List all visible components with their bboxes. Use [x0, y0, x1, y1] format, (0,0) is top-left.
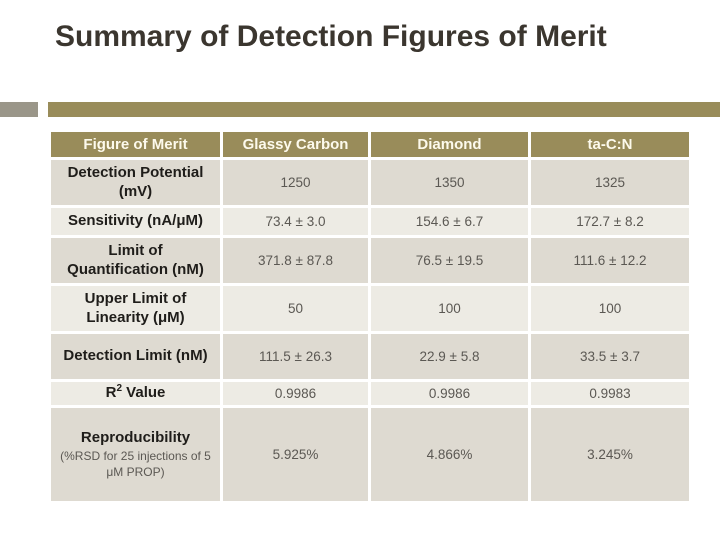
cell-value: 0.9986	[220, 379, 371, 408]
row-label: Limit of Quantification (nM)	[48, 235, 223, 286]
cell-value: 0.9986	[368, 379, 531, 408]
cell-value: 76.5 ± 19.5	[368, 235, 531, 286]
row-label: Sensitivity (nA/μM)	[48, 205, 223, 238]
cell-value: 111.6 ± 12.2	[528, 235, 692, 286]
cell-value: 1350	[368, 157, 531, 208]
cell-value: 0.9983	[528, 379, 692, 408]
table-row-detection-limit: Detection Limit (nM) 111.5 ± 26.3 22.9 ±…	[48, 331, 692, 382]
row-label: Detection Limit (nM)	[48, 331, 223, 382]
cell-value: 5.925%	[220, 405, 371, 504]
cell-value: 50	[220, 283, 371, 334]
cell-value: 1325	[528, 157, 692, 208]
table-header-row: Figure of Merit Glassy Carbon Diamond ta…	[48, 129, 692, 160]
table-row-reproducibility: Reproducibility (%RSD for 25 injections …	[48, 405, 692, 504]
column-header-glassy-carbon: Glassy Carbon	[220, 129, 371, 160]
row-label-title: Reproducibility	[80, 428, 191, 446]
row-label: R2 Value	[48, 379, 223, 408]
cell-value: 100	[528, 283, 692, 334]
cell-value: 154.6 ± 6.7	[368, 205, 531, 238]
row-label: Reproducibility (%RSD for 25 injections …	[48, 405, 223, 504]
figures-of-merit-table: Figure of Merit Glassy Carbon Diamond ta…	[48, 129, 692, 504]
table-row-sensitivity: Sensitivity (nA/μM) 73.4 ± 3.0 154.6 ± 6…	[48, 205, 692, 238]
slide-title: Summary of Detection Figures of Merit	[55, 20, 607, 53]
table-row-upper-limit-of-linearity: Upper Limit of Linearity (μM) 50 100 100	[48, 283, 692, 334]
column-header-diamond: Diamond	[368, 129, 531, 160]
table-row-detection-potential: Detection Potential (mV) 1250 1350 1325	[48, 157, 692, 208]
cell-value: 172.7 ± 8.2	[528, 205, 692, 238]
cell-value: 1250	[220, 157, 371, 208]
row-label-note: (%RSD for 25 injections of 5 μM PROP)	[60, 449, 211, 479]
table-row-r2-value: R2 Value 0.9986 0.9986 0.9983	[48, 379, 692, 408]
cell-value: 371.8 ± 87.8	[220, 235, 371, 286]
accent-bar-gray	[0, 102, 38, 117]
column-header-figure-of-merit: Figure of Merit	[48, 129, 223, 160]
table-row-limit-of-quantification: Limit of Quantification (nM) 371.8 ± 87.…	[48, 235, 692, 286]
cell-value: 73.4 ± 3.0	[220, 205, 371, 238]
accent-bar-olive	[48, 102, 720, 117]
row-label: Detection Potential (mV)	[48, 157, 223, 208]
cell-value: 3.245%	[528, 405, 692, 504]
cell-value: 111.5 ± 26.3	[220, 331, 371, 382]
cell-value: 100	[368, 283, 531, 334]
row-label: Upper Limit of Linearity (μM)	[48, 283, 223, 334]
cell-value: 22.9 ± 5.8	[368, 331, 531, 382]
column-header-ta-cn: ta-C:N	[528, 129, 692, 160]
superscript-2: 2	[116, 383, 123, 395]
cell-value: 4.866%	[368, 405, 531, 504]
cell-value: 33.5 ± 3.7	[528, 331, 692, 382]
